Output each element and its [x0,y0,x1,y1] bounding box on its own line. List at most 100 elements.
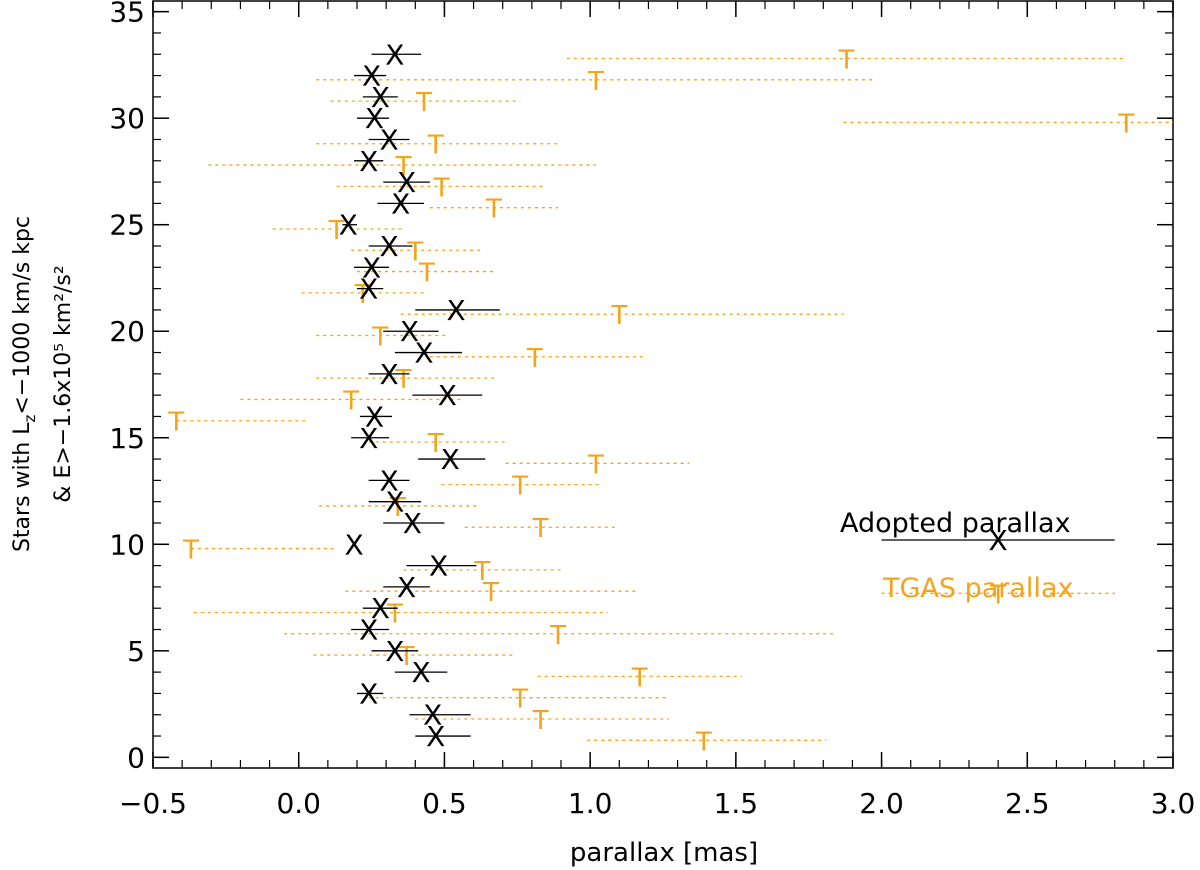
adopted-point: X [403,507,422,540]
adopted-measurement: X [354,60,387,93]
adopted-measurement: X [377,187,425,220]
tgas-measurement: T [316,322,448,352]
legend: Adopted parallax TGAS parallax XT [840,508,1115,610]
adopted-point: X [359,422,378,455]
tgas-point: T [406,237,423,267]
tgas-measurement: T [403,557,564,587]
legend-tgas-label: TGAS parallax [882,573,1073,604]
adopted-measurement: X [368,230,413,263]
tgas-point: T [532,514,549,544]
adopted-measurement: X [368,464,410,497]
x-tick-label: 1.0 [568,787,613,820]
tgas-point: T [328,216,345,246]
adopted-point: X [426,720,445,753]
adopted-measurement: X [418,443,486,476]
tgas-measurement: T [441,472,599,502]
legend-tgas-sample: T [881,580,1115,610]
tgas-point: T [485,195,502,225]
y-axis-title: Stars with Lz<−1000 km/s kpc [10,216,39,552]
tgas-point: T [587,67,604,97]
adopted-point: X [441,443,460,476]
y-axis-title-line1-sub: z [21,415,39,423]
tgas-measurement: T [336,173,547,203]
adopted-measurement: X [383,166,430,199]
tgas-measurement: T [240,386,462,416]
x-tick-label: 2.0 [859,787,904,820]
x-axis-title: parallax [mas] [570,838,758,868]
tgas-point: T [386,599,403,629]
adopted-point: X [379,464,398,497]
adopted-measurement: X [362,592,398,625]
tgas-measurement: T [429,344,643,374]
adopted-measurement: X [415,720,471,753]
tgas-point: T [433,173,450,203]
adopted-point: X [371,81,390,114]
tgas-measurement: T [566,46,1127,76]
tgas-measurement: T [464,514,617,544]
adopted-point: X [365,102,384,135]
tgas-measurement: T [505,450,690,480]
adopted-measurement: X [383,507,445,540]
adopted-point: X [359,614,378,647]
tgas-point: T [354,280,371,310]
y-axis-title-line1: Stars with Lz<−1000 km/s kpc [10,216,39,552]
tgas-measurement: T [429,195,559,225]
adopted-point: X [385,486,404,519]
tgas-measurement: T [316,67,876,97]
tgas-point: T [389,493,406,523]
tgas-point: T [549,621,566,651]
tgas-measurement: T [368,685,669,715]
tgas-point: T [415,88,432,118]
adopted-point: X [397,166,416,199]
tgas-point: T [473,557,490,587]
tgas-measurement: T [345,578,637,608]
adopted-point: X [397,571,416,604]
tgas-measurement: T [284,621,835,651]
adopted-measurement: X [351,614,390,647]
tgas-measurement: T [400,301,844,331]
tgas-measurement: T [301,280,427,310]
x-tick-label: 2.5 [1005,787,1050,820]
tgas-measurement: T [368,429,506,459]
adopted-point: X [414,337,433,370]
tgas-point: T [610,301,627,331]
tgas-point: T [482,578,499,608]
tgas-point: T [695,727,712,757]
adopted-point: X [438,379,457,412]
tgas-measurement: T [351,237,483,267]
adopted-point: X [339,209,358,242]
tgas-point: T [182,536,199,566]
adopted-point: X [379,230,398,263]
adopted-point: X [379,358,398,391]
tgas-measurement: T [272,216,404,246]
adopted-measurement: X [371,635,419,668]
tgas-measurement: T [208,152,596,182]
tgas-measurement: T [319,493,477,523]
tgas-point: T [395,152,412,182]
y-tick-label: 20 [109,315,145,348]
y-axis-title-2: & E>−1.6x10⁵ km²/s² [51,265,76,502]
adopted-measurement: X [394,337,462,370]
adopted-point: X [423,699,442,732]
tgas-point: T [511,685,528,715]
adopted-point: X [365,400,384,433]
y-tick-label: 30 [109,102,145,135]
adopted-measurement: X [383,571,430,604]
adopted-point: X [371,592,390,625]
adopted-measurement: X [354,145,384,178]
legend-adopted-sample: X [881,524,1115,557]
tgas-point: T [526,344,543,374]
tgas-point: T [342,386,359,416]
axis-tick-labels: −0.5 0.0 0.5 1.0 1.5 2.0 2.5 3.0 0 5 10 15 20 25 30 35 [109,0,1195,820]
tgas-point: T [395,365,412,395]
tgas-measurement: T [316,131,559,161]
tgas-measurement: T [167,408,308,438]
adopted-measurement: X [368,123,410,156]
tgas-point: T [511,472,528,502]
adopted-point: X [400,315,419,348]
x-tick-label: 0.0 [276,787,321,820]
adopted-point: X [391,187,410,220]
adopted-measurement: X [406,550,477,583]
y-tick-label: 15 [109,422,145,455]
